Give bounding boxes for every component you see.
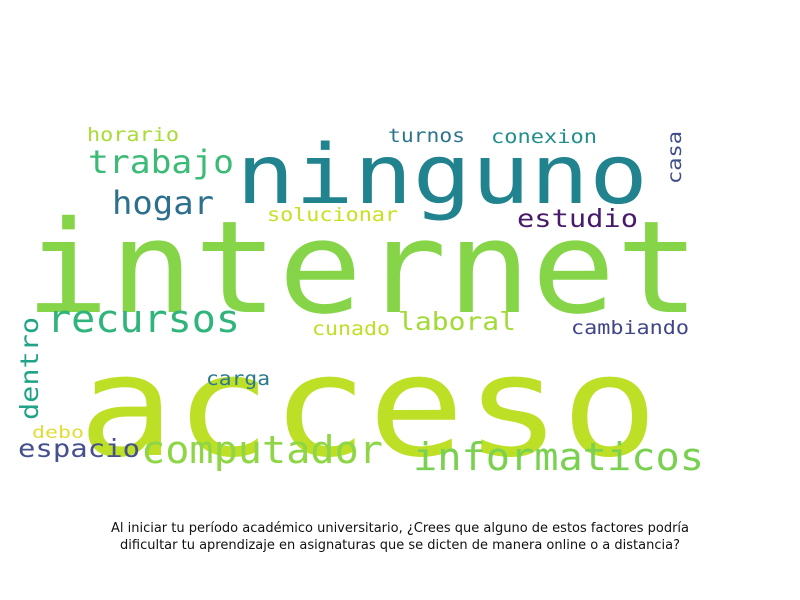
word-dentro: dentro bbox=[15, 317, 44, 420]
word-cambiando: cambiando bbox=[571, 317, 689, 339]
word-turnos: turnos bbox=[388, 125, 465, 147]
word-cunado: cunado bbox=[312, 318, 390, 340]
word-casa: casa bbox=[664, 131, 686, 184]
word-estudio: estudio bbox=[517, 204, 638, 233]
word-recursos: recursos bbox=[47, 297, 240, 341]
word-espacio: espacio bbox=[18, 434, 140, 463]
word-debo: debo bbox=[32, 423, 84, 443]
word-ninguno: ninguno bbox=[236, 128, 648, 223]
word-computador: computador bbox=[141, 428, 383, 472]
word-internet: internet bbox=[25, 194, 700, 343]
word-informaticos: informaticos bbox=[413, 435, 704, 479]
word-laboral: laboral bbox=[398, 307, 516, 336]
word-hogar: hogar bbox=[112, 184, 214, 222]
word-solucionar: solucionar bbox=[267, 204, 398, 226]
word-conexion: conexion bbox=[491, 126, 597, 148]
chart-caption: Al iniciar tu período académico universi… bbox=[110, 521, 689, 553]
word-horario: horario bbox=[87, 124, 179, 146]
word-carga: carga bbox=[206, 368, 270, 390]
word-trabajo: trabajo bbox=[88, 143, 234, 181]
word-acceso: acceso bbox=[78, 326, 658, 489]
